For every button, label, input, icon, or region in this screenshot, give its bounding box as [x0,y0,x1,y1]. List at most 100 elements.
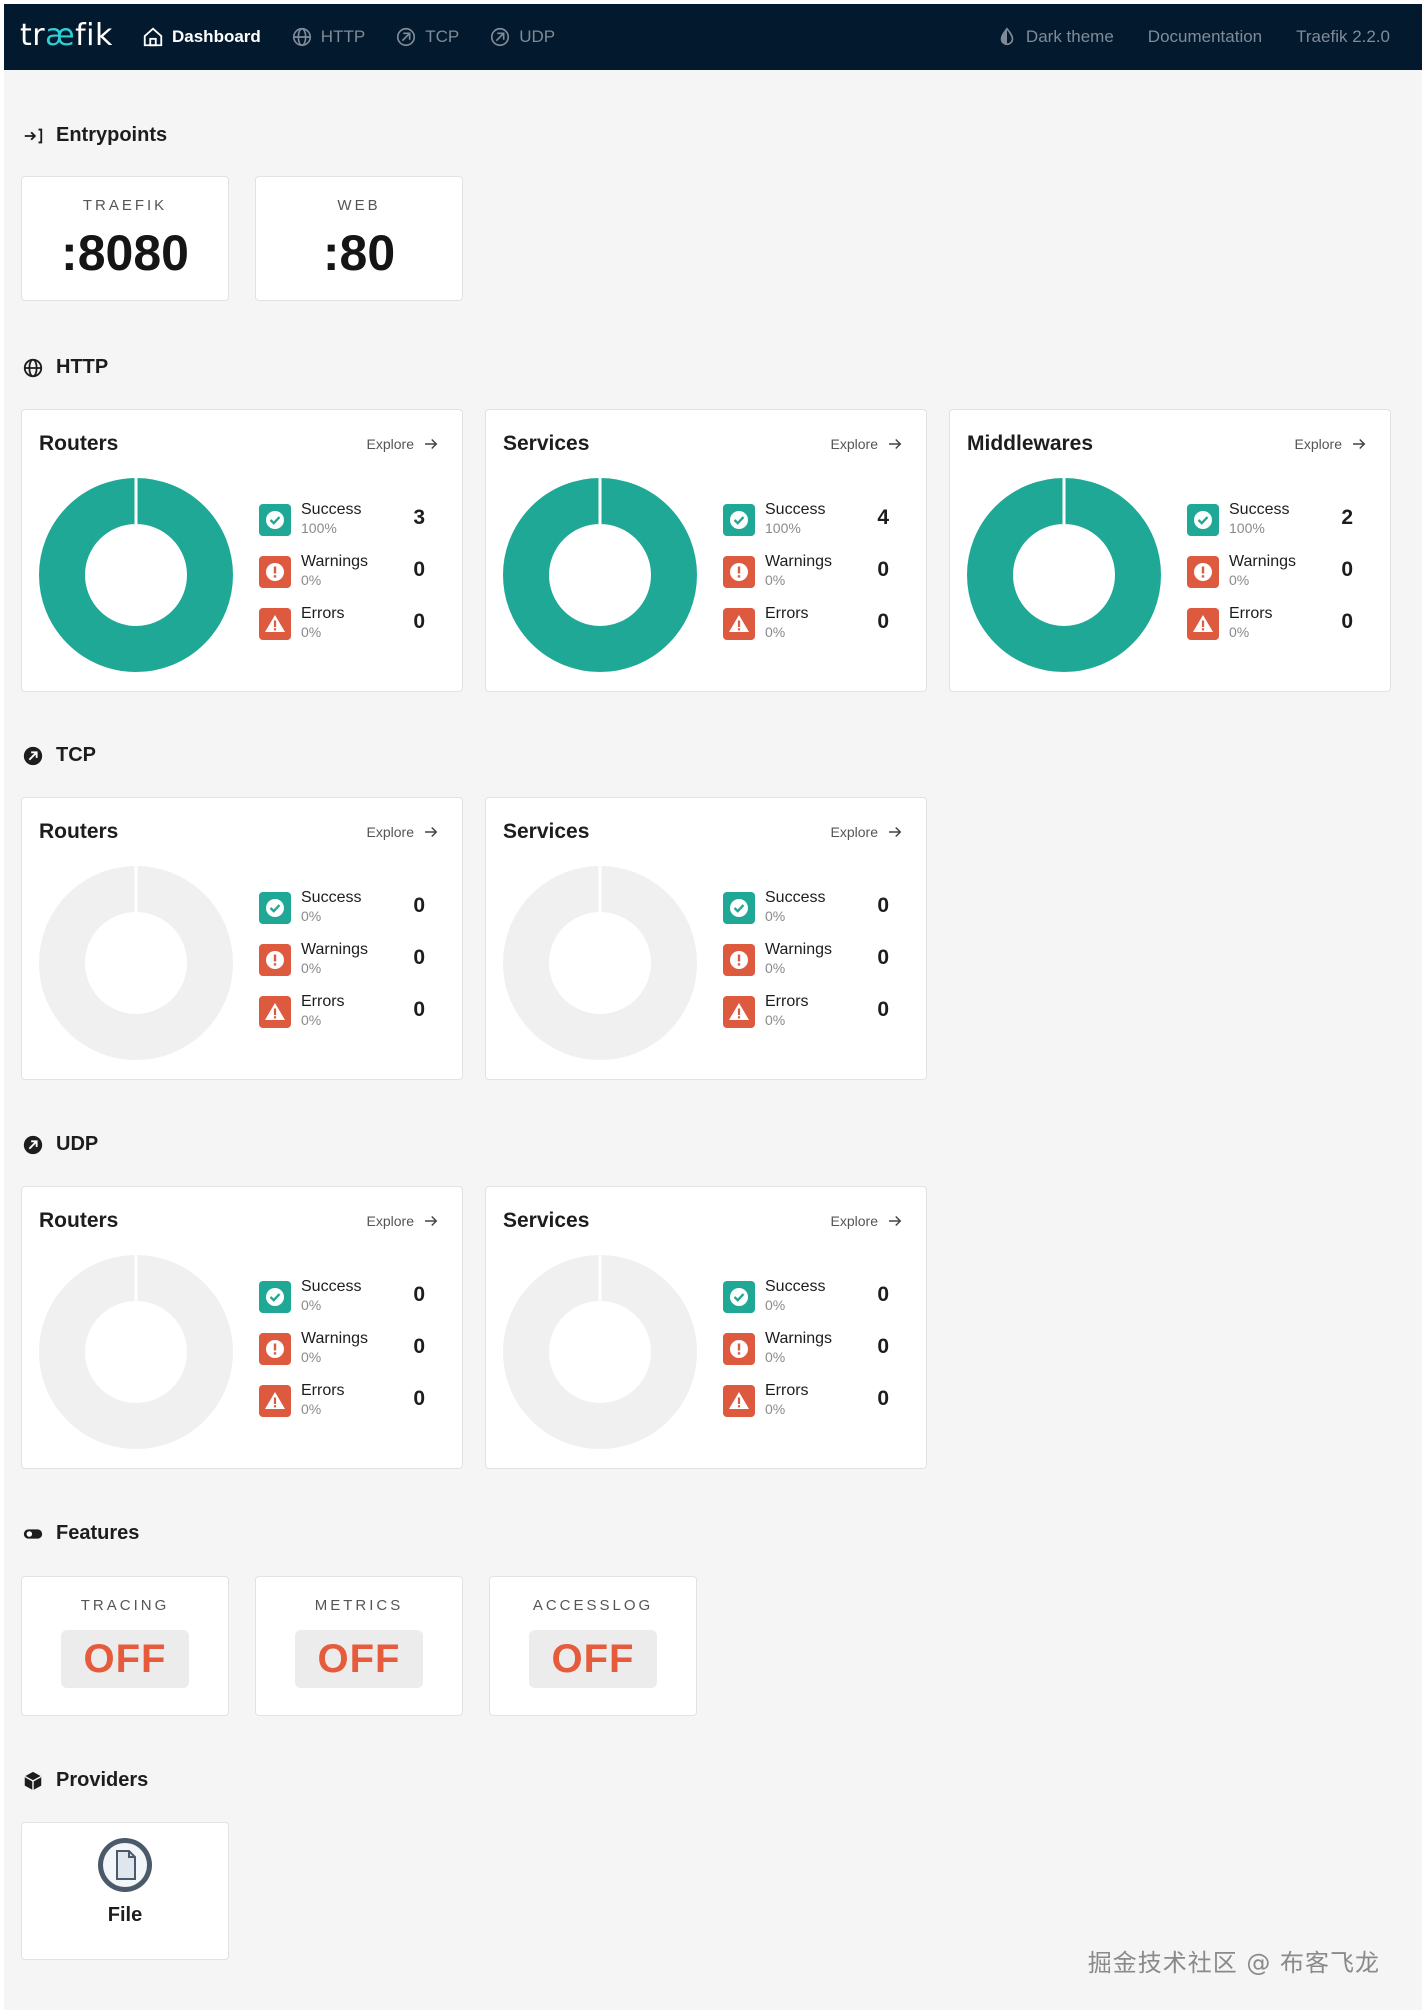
status-row-success[interactable]: Success 0% 0 [259,1278,439,1333]
status-percent: 0% [1229,624,1250,640]
explore-link[interactable]: Explore [1295,435,1368,453]
status-label: Errors [301,605,345,622]
explore-link[interactable]: Explore [831,823,904,841]
status-label: Success [301,501,362,518]
check-circle-icon [723,892,755,924]
toggle-icon [23,1528,43,1539]
http-title: HTTP [56,356,109,378]
explore-link[interactable]: Explore [831,1212,904,1230]
status-label: Warnings [765,1330,832,1347]
traefik-logo[interactable]: træfik [20,18,113,53]
status-label: Errors [301,993,345,1010]
status-row-warnings[interactable]: Warnings 0% 0 [259,941,439,996]
dark-theme-toggle[interactable]: Dark theme [996,26,1114,48]
status-label: Warnings [301,553,368,570]
feature-name: ACCESSLOG [532,1597,654,1614]
error-triangle-icon [723,996,755,1028]
status-count: 0 [413,558,425,581]
nav-http[interactable]: HTTP [291,26,365,48]
status-row-warnings[interactable]: Warnings 0% 0 [259,553,439,608]
explore-link[interactable]: Explore [367,1212,440,1230]
status-row-warnings[interactable]: Warnings 0% 0 [723,941,903,996]
status-list: Success 100% 3 Warnings 0% 0 Errors 0% 0 [259,501,439,660]
status-list: Success 0% 0 Warnings 0% 0 Errors 0% 0 [723,1278,903,1437]
feature-state: OFF [295,1630,423,1688]
status-row-success[interactable]: Success 100% 4 [723,501,903,556]
error-triangle-icon [723,1385,755,1417]
status-row-success[interactable]: Success 100% 2 [1187,501,1367,556]
feature-name: TRACING [80,1597,170,1614]
nav-dashboard[interactable]: Dashboard [142,26,261,48]
status-row-errors[interactable]: Errors 0% 0 [723,605,903,660]
status-row-errors[interactable]: Errors 0% 0 [259,605,439,660]
status-count: 0 [877,946,889,969]
nav-tcp[interactable]: TCP [395,26,459,48]
status-row-errors[interactable]: Errors 0% 0 [1187,605,1367,660]
status-percent: 0% [765,624,786,640]
tcp-heading: TCP [22,744,96,767]
check-circle-icon [723,1281,755,1313]
status-count: 0 [413,998,425,1021]
provider-name: File [107,1904,143,1926]
tcp-icon [397,27,416,47]
provider-card-file[interactable]: File [21,1822,229,1960]
status-percent: 0% [1229,572,1250,588]
status-label: Success [301,889,362,906]
explore-link[interactable]: Explore [367,435,440,453]
dashboard-page: træfik Dashboard HTTP TCP UDP Dark th [4,4,1422,2010]
status-row-success[interactable]: Success 0% 0 [723,1278,903,1333]
status-label: Success [1229,501,1290,518]
status-percent: 0% [301,908,322,924]
version-link[interactable]: Traefik 2.2.0 [1296,27,1390,47]
contrast-icon [1000,27,1014,46]
status-row-warnings[interactable]: Warnings 0% 0 [723,1330,903,1385]
status-percent: 0% [301,960,322,976]
nav-udp[interactable]: UDP [489,26,555,48]
feature-name: METRICS [314,1597,404,1614]
check-circle-icon [259,504,291,536]
status-label: Warnings [301,941,368,958]
http-middlewares-card: Middlewares Explore Success 100% 2 Warnings 0%… [949,409,1391,692]
status-row-errors[interactable]: Errors 0% 0 [723,1382,903,1437]
status-percent: 0% [765,572,786,588]
error-triangle-icon [259,608,291,640]
card-title: Routers [39,1209,119,1232]
status-row-warnings[interactable]: Warnings 0% 0 [723,553,903,608]
status-count: 0 [877,894,889,917]
status-donut-chart [503,478,697,672]
udp-icon [23,1135,43,1154]
nav-http-label: HTTP [320,27,366,46]
explore-link[interactable]: Explore [367,823,440,841]
status-row-success[interactable]: Success 0% 0 [723,889,903,944]
feature-state: OFF [61,1630,189,1688]
status-count: 4 [877,506,889,529]
status-list: Success 0% 0 Warnings 0% 0 Errors 0% 0 [723,889,903,1048]
status-list: Success 100% 4 Warnings 0% 0 Errors 0% 0 [723,501,903,660]
status-row-success[interactable]: Success 0% 0 [259,889,439,944]
features-heading: Features [22,1522,139,1545]
status-row-errors[interactable]: Errors 0% 0 [259,993,439,1048]
documentation-link[interactable]: Documentation [1148,27,1262,47]
status-count: 0 [1341,558,1353,581]
status-row-errors[interactable]: Errors 0% 0 [259,1382,439,1437]
status-count: 0 [413,1335,425,1358]
watermark: 掘金技术社区 @ 布客飞龙 [1087,1949,1380,1977]
explore-label: Explore [830,1213,878,1229]
status-row-errors[interactable]: Errors 0% 0 [723,993,903,1048]
status-count: 0 [413,894,425,917]
entrypoint-name: TRAEFIK [82,197,168,214]
status-label: Errors [301,1382,345,1399]
entrypoint-port: :80 [322,225,396,281]
nav-udp-label: UDP [519,27,556,46]
status-label: Warnings [301,1330,368,1347]
warning-icon [259,556,291,588]
status-row-warnings[interactable]: Warnings 0% 0 [1187,553,1367,608]
warning-icon [723,556,755,588]
status-row-success[interactable]: Success 100% 3 [259,501,439,556]
entrypoint-card-web: WEB :80 [255,176,463,301]
explore-link[interactable]: Explore [831,435,904,453]
status-label: Success [765,501,826,518]
status-count: 0 [877,558,889,581]
status-donut-chart [39,478,233,672]
status-row-warnings[interactable]: Warnings 0% 0 [259,1330,439,1385]
